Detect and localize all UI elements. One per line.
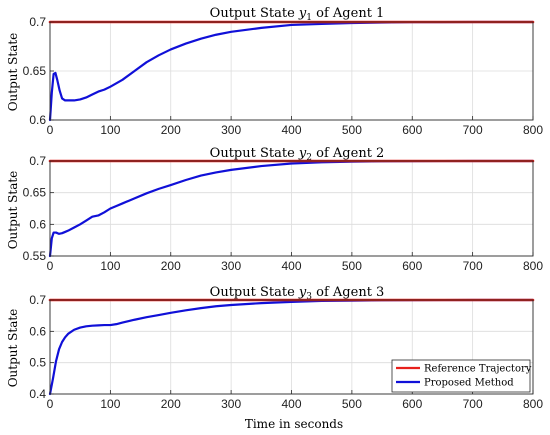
x-tick-label: 800 bbox=[523, 123, 543, 137]
x-tick-label: 800 bbox=[523, 397, 543, 411]
x-tick-label: 200 bbox=[161, 123, 181, 137]
panel-2-ylabel: Output State bbox=[6, 171, 20, 250]
panel-3-axes-frame bbox=[49, 299, 534, 395]
x-tick-label: 600 bbox=[402, 397, 422, 411]
y-tick-label: 0.7 bbox=[29, 293, 46, 307]
x-tick-label: 300 bbox=[221, 397, 241, 411]
x-tick-label: 600 bbox=[402, 123, 422, 137]
x-tick-label: 300 bbox=[221, 259, 241, 273]
proposed-method-line bbox=[48, 20, 535, 122]
x-tick-label: 100 bbox=[100, 397, 120, 411]
legend-label-proposed: Proposed Method bbox=[424, 378, 514, 389]
x-tick-label: 0 bbox=[47, 397, 54, 411]
panel-agent-3: Output State y3 of Agent 3 0 100 200 300 400… bbox=[6, 285, 543, 431]
x-tick-label: 700 bbox=[463, 259, 483, 273]
y-tick-label: 0.65 bbox=[23, 64, 47, 78]
y-tick-label: 0.4 bbox=[29, 387, 46, 401]
y-tick-label: 0.6 bbox=[29, 113, 46, 127]
x-tick-label: 200 bbox=[161, 259, 181, 273]
x-tick-label: 700 bbox=[463, 123, 483, 137]
y-tick-label: 0.6 bbox=[29, 217, 46, 231]
panel-2-title: Output State y2 of Agent 2 bbox=[210, 146, 385, 163]
x-tick-label: 400 bbox=[281, 397, 301, 411]
panel-3-ylabel: Output State bbox=[6, 309, 20, 388]
panel-3-title: Output State y3 of Agent 3 bbox=[210, 285, 385, 302]
panel-agent-2: Output State y2 of Agent 2 0 100 200 300 400… bbox=[6, 146, 543, 273]
x-axis-label: Time in seconds bbox=[245, 417, 343, 431]
x-tick-label: 200 bbox=[161, 397, 181, 411]
y-tick-label: 0.7 bbox=[29, 15, 46, 29]
x-tick-label: 800 bbox=[523, 259, 543, 273]
panel-1-axes-frame bbox=[49, 21, 534, 121]
x-tick-label: 600 bbox=[402, 259, 422, 273]
legend-box bbox=[391, 359, 531, 393]
x-tick-label: 100 bbox=[100, 123, 120, 137]
x-tick-label: 300 bbox=[221, 123, 241, 137]
x-tick-label: 400 bbox=[281, 123, 301, 137]
y-tick-label: 0.5 bbox=[29, 356, 46, 370]
panel-1-title: Output State y1 of Agent 1 bbox=[210, 6, 385, 23]
x-tick-label: 400 bbox=[281, 259, 301, 273]
x-tick-label: 500 bbox=[342, 259, 362, 273]
panel-1-ylabel: Output State bbox=[6, 33, 20, 112]
x-tick-label: 0 bbox=[47, 259, 54, 273]
x-tick-label: 500 bbox=[342, 123, 362, 137]
x-tick-label: 700 bbox=[463, 397, 483, 411]
y-tick-label: 0.7 bbox=[29, 154, 46, 168]
x-tick-label: 500 bbox=[342, 397, 362, 411]
legend: Reference Trajectory Proposed Method bbox=[391, 359, 532, 393]
panel-2-axes-frame bbox=[49, 160, 534, 257]
x-tick-label: 0 bbox=[47, 123, 54, 137]
legend-label-reference: Reference Trajectory bbox=[424, 364, 532, 375]
y-tick-label: 0.65 bbox=[23, 186, 47, 200]
x-tick-label: 100 bbox=[100, 259, 120, 273]
y-tick-label: 0.6 bbox=[29, 324, 46, 338]
y-tick-label: 0.55 bbox=[23, 249, 47, 263]
panel-agent-1: Output State y1 of Agent 1 0 100 200 300 400… bbox=[6, 6, 543, 137]
